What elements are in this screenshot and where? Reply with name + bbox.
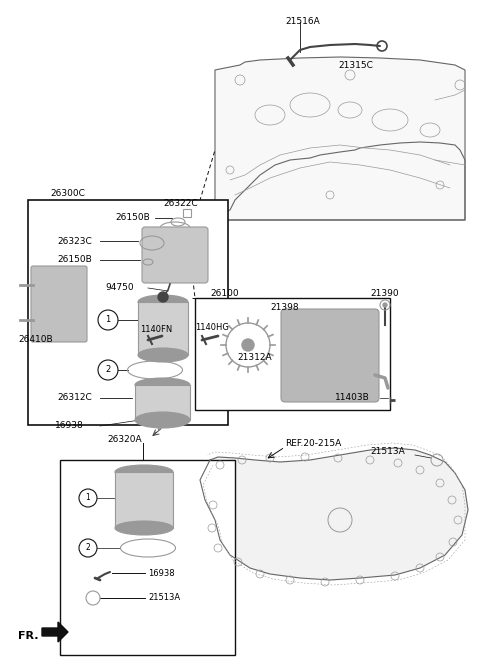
Text: 21398: 21398 <box>270 304 299 313</box>
Bar <box>28 200 228 425</box>
Text: 1: 1 <box>106 315 110 325</box>
Text: 26322C: 26322C <box>163 198 198 208</box>
Text: 1: 1 <box>85 493 90 503</box>
Text: 1140HG: 1140HG <box>195 323 229 332</box>
Polygon shape <box>42 622 68 642</box>
Ellipse shape <box>115 521 173 535</box>
Bar <box>135 385 190 420</box>
Bar <box>183 209 191 217</box>
Text: 94750: 94750 <box>105 284 133 292</box>
FancyBboxPatch shape <box>142 227 208 283</box>
Text: 11403B: 11403B <box>335 394 370 403</box>
Text: 16938: 16938 <box>148 568 175 578</box>
Text: 21516A: 21516A <box>285 18 320 26</box>
Text: 21513A: 21513A <box>370 447 405 457</box>
Text: 2: 2 <box>85 543 90 553</box>
Text: 21513A: 21513A <box>148 593 180 602</box>
Text: 26320A: 26320A <box>107 436 142 445</box>
Text: 21312A: 21312A <box>237 353 272 363</box>
Ellipse shape <box>135 412 190 428</box>
Text: 26150B: 26150B <box>115 214 150 223</box>
Bar <box>115 472 173 528</box>
Ellipse shape <box>115 465 173 479</box>
Ellipse shape <box>138 295 188 309</box>
Bar <box>138 302 188 355</box>
Circle shape <box>158 292 168 302</box>
Text: 21315C: 21315C <box>338 60 373 70</box>
FancyBboxPatch shape <box>281 309 379 402</box>
FancyBboxPatch shape <box>31 266 87 342</box>
Circle shape <box>242 339 254 351</box>
Text: 26410B: 26410B <box>18 336 53 344</box>
Text: 26312C: 26312C <box>57 394 92 403</box>
Ellipse shape <box>135 378 190 392</box>
Text: 26100: 26100 <box>210 290 239 298</box>
Bar <box>60 460 235 655</box>
Ellipse shape <box>138 348 188 362</box>
Text: 21390: 21390 <box>370 288 398 298</box>
Polygon shape <box>200 448 468 580</box>
Text: 26150B: 26150B <box>57 256 92 265</box>
Text: REF.20-215A: REF.20-215A <box>285 438 341 447</box>
Text: 2: 2 <box>106 365 110 374</box>
Text: 26323C: 26323C <box>57 237 92 246</box>
Bar <box>195 298 390 410</box>
Text: 1140FN: 1140FN <box>140 325 172 334</box>
Text: 16938: 16938 <box>55 422 84 430</box>
Circle shape <box>383 303 387 307</box>
Text: 26300C: 26300C <box>50 189 85 198</box>
Text: FR.: FR. <box>18 631 38 641</box>
Polygon shape <box>215 57 465 220</box>
